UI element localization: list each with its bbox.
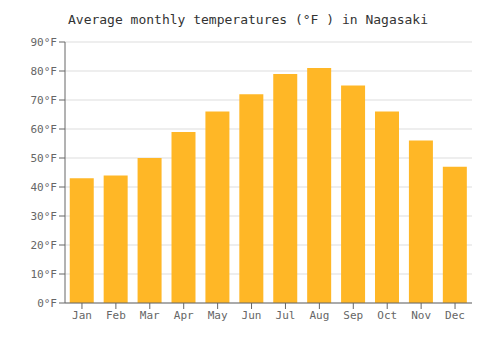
svg-text:Apr: Apr — [174, 309, 194, 322]
svg-text:30°F: 30°F — [31, 210, 58, 223]
svg-text:Sep: Sep — [343, 309, 363, 322]
svg-text:0°F: 0°F — [37, 297, 57, 310]
svg-text:Feb: Feb — [106, 309, 126, 322]
svg-text:80°F: 80°F — [31, 65, 58, 78]
svg-text:60°F: 60°F — [31, 123, 58, 136]
svg-text:Jun: Jun — [242, 309, 262, 322]
svg-text:20°F: 20°F — [31, 239, 58, 252]
svg-text:May: May — [208, 309, 228, 322]
svg-text:70°F: 70°F — [31, 94, 58, 107]
svg-text:50°F: 50°F — [31, 152, 58, 165]
svg-text:Jul: Jul — [276, 309, 296, 322]
svg-text:90°F: 90°F — [31, 36, 58, 49]
svg-text:10°F: 10°F — [31, 268, 58, 281]
html-text:Average monthly temperatures (: Average monthly temperatures (°F ) in Na… — [68, 12, 428, 27]
svg-text:40°F: 40°F — [31, 181, 58, 194]
svg-text:Dec: Dec — [445, 309, 465, 322]
svg-text:Aug: Aug — [309, 309, 329, 322]
svg-text:Oct: Oct — [377, 309, 397, 322]
svg-text:Mar: Mar — [140, 309, 160, 322]
svg-text:Jan: Jan — [72, 309, 92, 322]
svg-text:Nov: Nov — [411, 309, 431, 322]
